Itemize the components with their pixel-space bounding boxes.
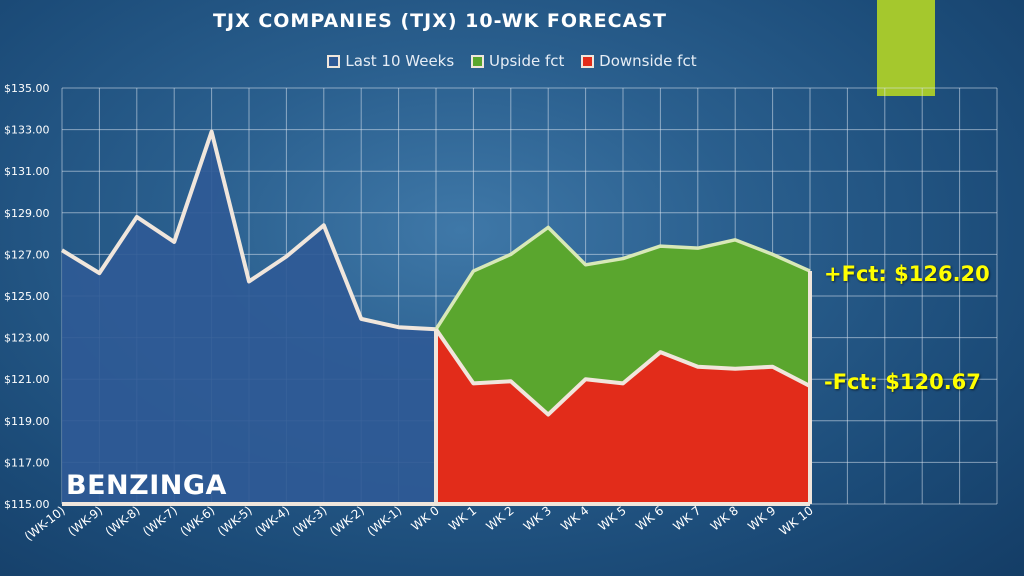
y-tick-label: $129.00 [4, 207, 50, 220]
x-tick-label: (WK-7) [140, 503, 180, 539]
y-tick-label: $125.00 [4, 290, 50, 303]
legend-swatch-history [327, 54, 341, 68]
x-tick-label: WK 6 [633, 503, 666, 533]
x-tick-label: (WK-1) [364, 503, 404, 539]
legend: Last 10 Weeks Upside fct Downside fct [0, 52, 1024, 72]
x-tick-label: WK 1 [446, 503, 479, 533]
x-tick-label: WK 5 [596, 503, 629, 533]
legend-item-last-10-weeks: Last 10 Weeks [327, 52, 454, 70]
x-tick-label: (WK-5) [215, 503, 255, 539]
legend-label-history: Last 10 Weeks [345, 52, 455, 70]
y-tick-label: $127.00 [4, 248, 50, 261]
x-tick-label: (WK-2) [327, 503, 367, 539]
x-tick-label: WK 3 [521, 503, 554, 533]
x-tick-label: WK 2 [483, 503, 516, 533]
x-tick-label: (WK-9) [65, 503, 105, 539]
downside-forecast-label: -Fct: $120.67 [824, 370, 981, 394]
y-tick-label: $135.00 [4, 82, 50, 95]
benzinga-logo: BENZINGA [66, 470, 227, 501]
y-tick-label: $123.00 [4, 332, 50, 345]
x-tick-label: (WK-8) [103, 503, 143, 539]
legend-item-downside: Downside fct [581, 52, 697, 70]
x-tick-label: WK 10 [777, 503, 816, 538]
x-tick-label: (WK-6) [177, 503, 217, 539]
accent-bar [877, 0, 935, 96]
downside-area [436, 329, 810, 504]
upside-line [434, 225, 811, 331]
legend-swatch-downside [581, 54, 595, 68]
y-tick-label: $121.00 [4, 373, 50, 386]
y-tick-label: $117.00 [4, 456, 50, 469]
upside-area [436, 227, 810, 415]
history-line [60, 129, 437, 332]
x-tick-label: WK 0 [409, 503, 442, 533]
x-tick-label: WK 9 [745, 503, 778, 533]
legend-label-upside: Upside fct [488, 52, 565, 70]
upside-forecast-label: +Fct: $126.20 [824, 262, 990, 286]
history-area [62, 131, 436, 504]
x-tick-label: (WK-3) [290, 503, 330, 539]
x-tick-label: (WK-4) [252, 503, 292, 539]
y-tick-label: $131.00 [4, 165, 50, 178]
downside-line [434, 328, 811, 417]
y-tick-label: $119.00 [4, 415, 50, 428]
x-tick-label: WK 7 [670, 503, 703, 533]
legend-swatch-upside [470, 54, 484, 68]
x-tick-label: WK 8 [708, 503, 741, 533]
legend-item-upside: Upside fct [470, 52, 565, 70]
y-tick-label: $133.00 [4, 124, 50, 137]
chart-title: TJX COMPANIES (TJX) 10-WK FORECAST [213, 10, 667, 32]
x-tick-label: WK 4 [558, 503, 591, 533]
legend-label-downside: Downside fct [599, 52, 697, 70]
y-tick-label: $115.00 [4, 498, 50, 511]
